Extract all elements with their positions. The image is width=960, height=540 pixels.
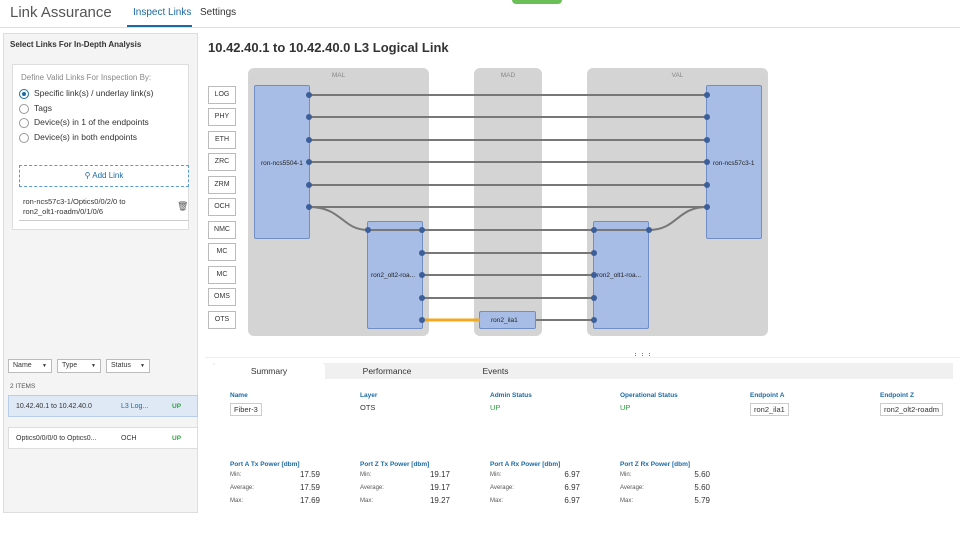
top-bar: Link Assurance Inspect Links Settings <box>0 0 960 28</box>
filter-status[interactable]: Status ▼ <box>106 359 150 373</box>
filter-type[interactable]: Type ▼ <box>57 359 101 373</box>
add-link-button[interactable]: ⚲ Add Link <box>19 165 189 187</box>
option-device-both-endpoints[interactable]: Device(s) in both endpoints <box>19 132 137 143</box>
region-mad: MAD <box>474 68 542 336</box>
option-device-one-endpoint[interactable]: Device(s) in 1 of the endpoints <box>19 117 149 128</box>
link-row[interactable]: Optics0/0/0/0 to Optics0... OCH UP <box>8 427 198 449</box>
layer-zrm: ZRM <box>208 176 236 194</box>
node-ron-ncs5504-1[interactable]: ron-ncs5504-1 <box>254 85 310 239</box>
tab-summary[interactable]: Summary <box>213 363 325 379</box>
layer-log: LOG <box>208 86 236 104</box>
items-count: 2 ITEMS <box>10 383 36 390</box>
radio-icon[interactable] <box>19 132 29 143</box>
prop-admin-status: Admin Status UP <box>490 392 532 412</box>
page-title: 10.42.40.1 to 10.42.40.0 L3 Logical Link <box>208 40 449 55</box>
node-ron2-olt1-roadm[interactable]: ron2_olt1-roa... <box>593 221 649 329</box>
filter-name[interactable]: Name ▼ <box>8 359 52 373</box>
tab-performance[interactable]: Performance <box>362 366 412 376</box>
layer-mc: MC <box>208 266 236 284</box>
option-tags[interactable]: Tags <box>19 103 52 114</box>
details-panel: Summary Performance Events Name Fiber-3 L… <box>205 357 960 515</box>
link-row[interactable]: 10.42.40.1 to 10.42.40.0 L3 Log... UP <box>8 395 198 417</box>
link-och-lower[interactable] <box>308 206 708 231</box>
prop-operational-status: Operational Status UP <box>620 392 678 412</box>
node-ron-ncs57c3-1[interactable]: ron-ncs57c3-1 <box>706 85 762 239</box>
stat-port-z-rx: Port Z Rx Power [dbm] Min: 5.60 Average: 5… <box>620 461 710 505</box>
left-panel: Select Links For In-Depth Analysis Defin… <box>3 33 198 513</box>
layer-ots: OTS <box>208 311 236 329</box>
node-ron2-olt2-roadm[interactable]: ron2_olt2-roa... <box>367 221 423 329</box>
layer-nmc: NMC <box>208 221 236 239</box>
option-specific-links[interactable]: Specific link(s) / underlay link(s) <box>19 88 154 99</box>
caret-down-icon: ▼ <box>140 363 145 369</box>
tab-inspect-links[interactable]: Inspect Links <box>133 7 192 18</box>
layer-zrc: ZRC <box>208 153 236 171</box>
details-tabs: Summary Performance Events <box>213 363 953 379</box>
layer-eth: ETH <box>208 131 236 149</box>
stat-port-a-rx: Port A Rx Power [dbm] Min: 6.97 Average: 6… <box>490 461 580 505</box>
define-links-box: Define Valid Links For Inspection By: Sp… <box>12 64 189 230</box>
caret-down-icon: ▼ <box>42 363 47 369</box>
trash-icon[interactable]: 🗑 <box>177 201 189 211</box>
stat-port-a-tx: Port A Tx Power [dbm] Min: 17.59 Average:… <box>230 461 320 505</box>
prop-name: Name Fiber-3 <box>230 392 262 416</box>
define-label: Define Valid Links For Inspection By: <box>21 73 152 82</box>
link-lines <box>306 92 710 323</box>
radio-icon[interactable] <box>19 103 29 114</box>
search-icon: ⚲ <box>84 171 93 180</box>
layer-phy: PHY <box>208 108 236 126</box>
layer-mc: MC <box>208 243 236 261</box>
stat-port-z-tx: Port Z Tx Power [dbm] Min: 19.17 Average:… <box>360 461 450 505</box>
selected-link-entry: ron-ncs57c3-1/Optics0/0/2/0 to ron2_olt1-… <box>23 197 126 216</box>
resize-grip-icon[interactable]: ⋮⋮⋮ <box>632 352 653 360</box>
app-title: Link Assurance <box>10 4 112 21</box>
prop-layer: Layer OTS <box>360 392 378 412</box>
left-panel-heading: Select Links For In-Depth Analysis <box>10 40 142 49</box>
active-tab-indicator <box>127 25 192 27</box>
layer-oms: OMS <box>208 288 236 306</box>
tab-events[interactable]: Events <box>482 366 509 376</box>
layer-och: OCH <box>208 198 236 216</box>
radio-selected-icon[interactable] <box>19 88 29 99</box>
divider <box>19 220 189 221</box>
tab-settings[interactable]: Settings <box>200 7 237 18</box>
caret-down-icon: ▼ <box>91 363 96 369</box>
radio-icon[interactable] <box>19 117 29 128</box>
status-indicator <box>512 0 562 4</box>
topology-diagram: MAL MAD VAL LOG PHY ETH ZRC ZRM OCH NMC … <box>202 62 960 346</box>
